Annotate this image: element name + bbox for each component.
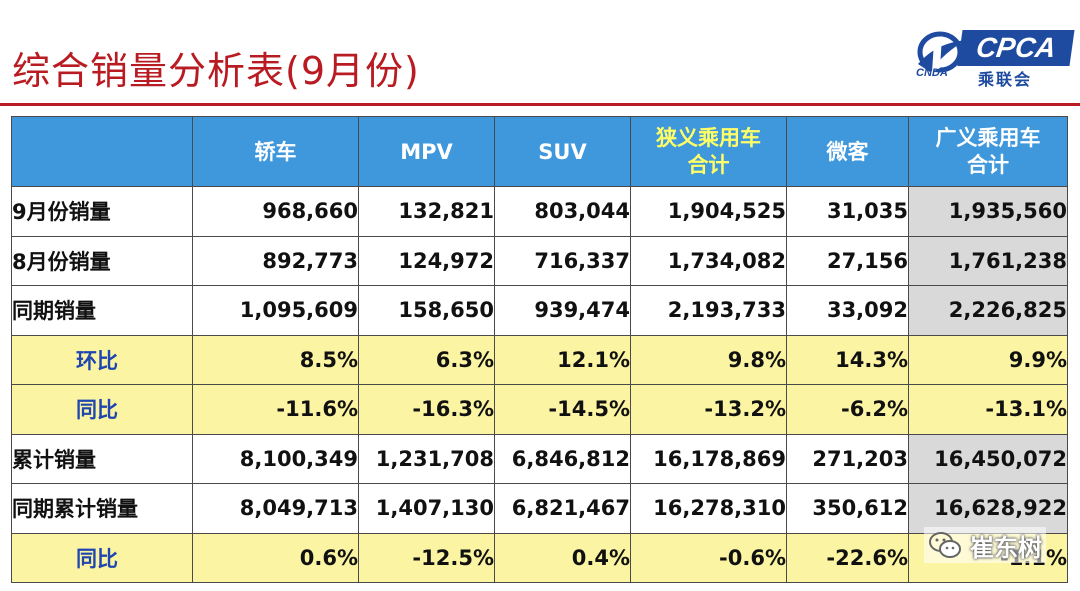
table-row: 同比0.6%-12.5%0.4%-0.6%-22.6%-1.1% — [11, 532, 1068, 583]
table-cell: 16,628,922 — [908, 483, 1068, 534]
table-cell: 2,226,825 — [908, 285, 1068, 336]
table-row: 9月份销量 968,660 132,821 803,044 1,904,525 31,03… — [11, 186, 1068, 237]
table-cell: -16.3% — [358, 384, 495, 435]
row-label: 同期销量 — [11, 285, 193, 336]
row-label: 累计销量 — [11, 433, 193, 484]
page-title: 综合销量分析表(9月份) — [12, 49, 420, 93]
table-cell: 9.9% — [908, 334, 1068, 385]
table-cell: -13.1% — [908, 384, 1068, 435]
table-cell: 8,049,713 — [192, 483, 359, 534]
table-cell: 31,035 — [786, 186, 909, 237]
column-header: 广义乘用车 合计 — [908, 116, 1068, 187]
logo-chinese-name: 乘联会 — [978, 70, 1033, 89]
table-header-row: 轿车 MPV SUV 狭义乘用车 合计 微客 广义乘用车 合计 — [11, 116, 1068, 187]
table-cell: 271,203 — [786, 433, 909, 484]
table-cell: 27,156 — [786, 235, 909, 286]
table-cell: 16,450,072 — [908, 433, 1068, 484]
table-cell: 1,761,238 — [908, 235, 1068, 286]
logo-emblem-text: CNDA — [916, 67, 948, 79]
table-cell: 16,278,310 — [630, 483, 787, 534]
table-cell: -6.2% — [786, 384, 909, 435]
table-cell: 132,821 — [358, 186, 495, 237]
table-cell: 939,474 — [494, 285, 631, 336]
row-label: 同比 — [11, 384, 193, 435]
table-cell: 6,846,812 — [494, 433, 631, 484]
table-cell: -13.2% — [630, 384, 787, 435]
column-header: SUV — [494, 116, 631, 187]
table-cell: 1,904,525 — [630, 186, 787, 237]
watermark-text: 崔东树 — [970, 533, 1042, 562]
table-row: 累计销量 8,100,349 1,231,708 6,846,812 16,178,86… — [11, 433, 1068, 484]
table-cell: 1,407,130 — [358, 483, 495, 534]
table-cell: 1,095,609 — [192, 285, 359, 336]
column-header: MPV — [358, 116, 495, 187]
table-row: 8月份销量 892,773 124,972 716,337 1,734,082 27,15… — [11, 235, 1068, 286]
table-cell: 8,100,349 — [192, 433, 359, 484]
row-label: 同期累计销量 — [11, 483, 193, 534]
table-cell: -22.6% — [786, 532, 909, 583]
table-cell: 2,193,733 — [630, 285, 787, 336]
table-row: 同期销量 1,095,609 158,650 939,474 2,193,733 33,0… — [11, 285, 1068, 336]
table-cell: 124,972 — [358, 235, 495, 286]
wechat-icon — [929, 532, 961, 558]
table-cell: 158,650 — [358, 285, 495, 336]
column-header-label: 狭义乘用车 合计 — [656, 125, 761, 177]
logo-cpca: CPCA — [957, 30, 1075, 66]
column-header: 轿车 — [192, 116, 359, 187]
column-header-label: 广义乘用车 合计 — [935, 125, 1041, 177]
table-cell: 1,231,708 — [358, 433, 495, 484]
table-cell: -11.6% — [192, 384, 359, 435]
table-cell: 8.5% — [192, 334, 359, 385]
table-row: 同期累计销量 8,049,713 1,407,130 6,821,467 16,278,… — [11, 483, 1068, 534]
table-cell: 803,044 — [494, 186, 631, 237]
column-header: 微客 — [786, 116, 909, 187]
table-cell: 16,178,869 — [630, 433, 787, 484]
table-cell: 350,612 — [786, 483, 909, 534]
table-cell: 6.3% — [358, 334, 495, 385]
sales-analysis-table: 轿车 MPV SUV 狭义乘用车 合计 微客 广义乘用车 合计 9月份销量 968,660 1… — [11, 116, 1068, 583]
table-cell: 0.6% — [192, 532, 359, 583]
table-cell: -0.6% — [630, 532, 787, 583]
table-cell: 1,935,560 — [908, 186, 1068, 237]
table-cell: 33,092 — [786, 285, 909, 336]
table-cell: -12.5% — [358, 532, 495, 583]
row-label: 9月份销量 — [11, 186, 193, 237]
table-cell: 968,660 — [192, 186, 359, 237]
table-row: 同比 -11.6% -16.3% -14.5% -13.2% -6.2% -13.1% — [11, 384, 1068, 435]
column-header: 狭义乘用车 合计 — [630, 116, 787, 187]
title-divider — [0, 103, 1080, 106]
table-cell: 9.8% — [630, 334, 787, 385]
table-cell: 12.1% — [494, 334, 631, 385]
watermark: 崔东树 — [924, 527, 1046, 563]
table-cell: -14.5% — [494, 384, 631, 435]
row-label: 环比 — [11, 334, 193, 385]
table-cell: 0.4% — [494, 532, 631, 583]
row-label: 8月份销量 — [11, 235, 193, 286]
table-row: 环比 8.5% 6.3% 12.1% 9.8% 14.3% 9.9% — [11, 334, 1068, 385]
table-cell: 1,734,082 — [630, 235, 787, 286]
table-cell: 716,337 — [494, 235, 631, 286]
row-label: 同比 — [11, 532, 193, 583]
header-corner-cell — [11, 116, 193, 187]
table-cell: 6,821,467 — [494, 483, 631, 534]
table-cell: 892,773 — [192, 235, 359, 286]
table-cell: 14.3% — [786, 334, 909, 385]
